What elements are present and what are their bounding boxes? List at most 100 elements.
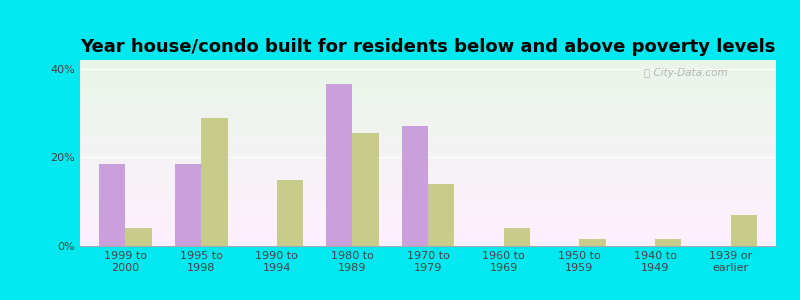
Bar	[80, 147, 776, 148]
Bar	[80, 108, 776, 109]
Bar	[80, 60, 776, 61]
Bar	[80, 89, 776, 90]
Bar	[80, 207, 776, 208]
Bar	[80, 197, 776, 198]
Bar	[80, 105, 776, 106]
Bar	[80, 162, 776, 163]
Bar	[80, 167, 776, 168]
Bar	[80, 227, 776, 228]
Bar	[80, 71, 776, 72]
Bar	[80, 157, 776, 158]
Bar	[80, 83, 776, 84]
Bar	[80, 81, 776, 82]
Bar	[80, 113, 776, 114]
Bar	[80, 230, 776, 231]
Bar	[80, 174, 776, 175]
Bar	[80, 146, 776, 147]
Bar	[80, 188, 776, 189]
Bar	[80, 164, 776, 165]
Bar	[80, 223, 776, 224]
Bar	[80, 143, 776, 144]
Bar	[80, 124, 776, 125]
Bar	[80, 72, 776, 73]
Bar	[80, 192, 776, 193]
Bar	[326, 84, 352, 246]
Bar	[80, 66, 776, 67]
Bar	[80, 232, 776, 233]
Bar	[80, 73, 776, 74]
Bar	[352, 133, 379, 246]
Bar	[80, 118, 776, 119]
Bar	[80, 85, 776, 86]
Bar	[730, 215, 757, 246]
Bar	[80, 61, 776, 62]
Bar	[80, 122, 776, 123]
Bar	[80, 229, 776, 230]
Bar	[80, 137, 776, 138]
Bar	[80, 148, 776, 149]
Bar	[80, 201, 776, 202]
Bar	[80, 212, 776, 214]
Bar	[80, 237, 776, 238]
Bar	[80, 234, 776, 235]
Bar	[80, 70, 776, 71]
Bar	[80, 90, 776, 91]
Bar	[80, 182, 776, 183]
Bar	[80, 145, 776, 146]
Bar	[80, 120, 776, 122]
Bar	[80, 92, 776, 94]
Bar	[80, 165, 776, 166]
Bar	[80, 156, 776, 157]
Bar	[80, 177, 776, 178]
Bar	[99, 164, 126, 246]
Bar	[80, 231, 776, 232]
Bar	[428, 184, 454, 246]
Bar	[80, 77, 776, 78]
Bar	[80, 194, 776, 195]
Bar	[80, 75, 776, 76]
Bar	[80, 103, 776, 104]
Bar	[80, 110, 776, 111]
Bar	[80, 84, 776, 85]
Bar	[80, 193, 776, 194]
Bar	[80, 200, 776, 201]
Bar	[201, 118, 227, 246]
Bar	[80, 166, 776, 167]
Bar	[80, 224, 776, 225]
Bar	[80, 106, 776, 107]
Bar	[80, 118, 776, 119]
Bar	[80, 98, 776, 99]
Bar	[80, 95, 776, 96]
Bar	[80, 114, 776, 115]
Bar	[80, 153, 776, 154]
Bar	[80, 130, 776, 131]
Bar	[80, 211, 776, 212]
Bar	[80, 144, 776, 145]
Bar	[80, 68, 776, 69]
Bar	[80, 245, 776, 246]
Bar	[80, 176, 776, 177]
Bar	[80, 189, 776, 190]
Bar	[80, 202, 776, 203]
Bar	[80, 125, 776, 126]
Bar	[80, 123, 776, 124]
Bar	[80, 184, 776, 185]
Bar	[80, 141, 776, 142]
Bar	[80, 171, 776, 172]
Bar	[80, 210, 776, 211]
Bar	[80, 107, 776, 108]
Bar	[80, 208, 776, 209]
Bar	[402, 126, 428, 246]
Bar	[80, 69, 776, 70]
Bar	[80, 155, 776, 156]
Bar	[80, 221, 776, 222]
Bar	[80, 87, 776, 88]
Bar	[80, 215, 776, 216]
Bar	[80, 63, 776, 64]
Bar	[277, 180, 303, 246]
Bar	[80, 88, 776, 89]
Bar	[80, 163, 776, 164]
Bar	[80, 173, 776, 174]
Bar	[174, 164, 201, 246]
Bar	[80, 139, 776, 140]
